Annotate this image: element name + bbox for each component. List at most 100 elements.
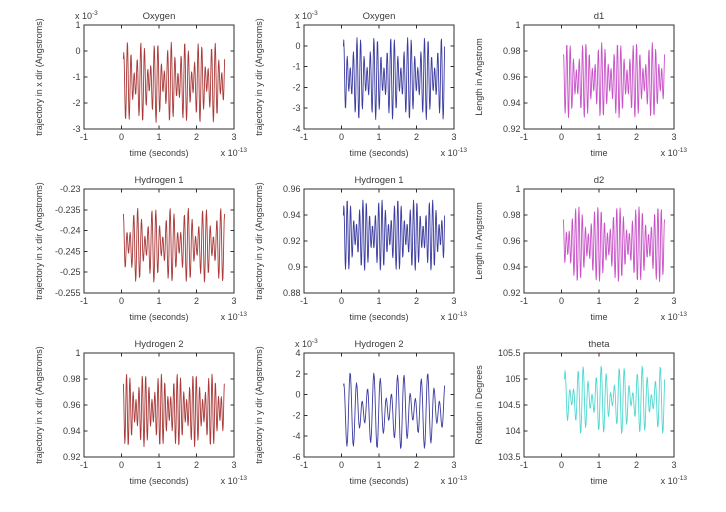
- svg-text:-1: -1: [520, 296, 528, 306]
- svg-text:-0.23: -0.23: [60, 184, 81, 194]
- svg-text:2: 2: [194, 460, 199, 470]
- svg-text:1: 1: [156, 132, 161, 142]
- svg-text:0.92: 0.92: [283, 236, 301, 246]
- svg-text:trajectory in x dir (Angstroms: trajectory in x dir (Angstroms): [34, 18, 44, 136]
- svg-text:-1: -1: [300, 296, 308, 306]
- svg-text:x 10-13: x 10-13: [661, 147, 688, 158]
- subplot-hydrogen2-y: -1 0 1 2 3 4 2 0 -2 -4 -6 Hydrogen 2 time (seconds) x…: [252, 336, 472, 500]
- svg-text:2: 2: [634, 132, 639, 142]
- svg-text:0: 0: [119, 296, 124, 306]
- svg-text:1: 1: [156, 296, 161, 306]
- svg-text:1: 1: [75, 348, 80, 358]
- svg-text:-3: -3: [72, 124, 80, 134]
- svg-text:-1: -1: [72, 72, 80, 82]
- svg-text:3: 3: [671, 460, 676, 470]
- svg-text:x 10-3: x 10-3: [75, 10, 98, 21]
- matlab-figure: -1 0 1 2 3 1 0 -1 -2 -3 Oxygen time (seconds) x 10-1…: [32, 8, 692, 500]
- svg-text:0.98: 0.98: [503, 210, 521, 220]
- hydrogen1-y-chart: -1 0 1 2 3 0.96 0.94 0.92 0.9 0.88 Hydrogen 1 time …: [254, 175, 468, 322]
- oxygen-y-chart: -1 0 1 2 3 1 0 -1 -2 -3 -4 Oxygen time (seconds) x 10…: [254, 10, 468, 158]
- svg-text:2: 2: [295, 369, 300, 379]
- svg-text:-1: -1: [80, 296, 88, 306]
- hydrogen1-x-chart: -1 0 1 2 3 -0.23 -0.235 -0.24 -0.245 -0.25 -0.255 H…: [34, 175, 248, 322]
- svg-text:Length in Angstrom: Length in Angstrom: [474, 38, 484, 116]
- svg-text:x 10-13: x 10-13: [441, 311, 468, 322]
- svg-text:time: time: [590, 148, 607, 158]
- svg-text:-2: -2: [72, 98, 80, 108]
- svg-text:0.98: 0.98: [503, 46, 521, 56]
- svg-text:0: 0: [75, 46, 80, 56]
- svg-text:0.92: 0.92: [63, 452, 81, 462]
- svg-text:Hydrogen 2: Hydrogen 2: [354, 339, 403, 350]
- svg-text:0.96: 0.96: [503, 72, 521, 82]
- svg-text:0: 0: [119, 460, 124, 470]
- svg-text:-0.255: -0.255: [55, 288, 81, 298]
- svg-text:d2: d2: [594, 175, 605, 186]
- svg-text:trajectory in y dir (Angstroms: trajectory in y dir (Angstroms): [254, 18, 264, 136]
- svg-text:0.96: 0.96: [283, 184, 301, 194]
- svg-text:-0.245: -0.245: [55, 246, 81, 256]
- svg-text:-1: -1: [292, 62, 300, 72]
- svg-text:3: 3: [231, 132, 236, 142]
- svg-text:0: 0: [339, 296, 344, 306]
- svg-text:3: 3: [451, 132, 456, 142]
- svg-text:-6: -6: [292, 452, 300, 462]
- svg-text:trajectory in y dir (Angstroms: trajectory in y dir (Angstroms): [254, 182, 264, 300]
- oxygen-x-chart: -1 0 1 2 3 1 0 -1 -2 -3 Oxygen time (seconds) x 10-1…: [34, 10, 247, 158]
- svg-text:-1: -1: [80, 132, 88, 142]
- svg-text:time (seconds): time (seconds): [129, 148, 188, 158]
- svg-text:0: 0: [559, 296, 564, 306]
- svg-text:3: 3: [451, 296, 456, 306]
- svg-text:0.96: 0.96: [63, 400, 81, 410]
- svg-text:0.96: 0.96: [503, 236, 521, 246]
- svg-text:Oxygen: Oxygen: [363, 11, 396, 22]
- svg-text:-1: -1: [520, 460, 528, 470]
- svg-text:Length in Angstrom: Length in Angstrom: [474, 202, 484, 280]
- svg-text:0.94: 0.94: [63, 426, 81, 436]
- svg-text:0: 0: [559, 460, 564, 470]
- svg-text:-0.25: -0.25: [60, 267, 81, 277]
- svg-text:2: 2: [414, 460, 419, 470]
- svg-text:0.94: 0.94: [283, 210, 301, 220]
- svg-text:-1: -1: [300, 460, 308, 470]
- svg-text:1: 1: [376, 132, 381, 142]
- svg-text:time (seconds): time (seconds): [349, 148, 408, 158]
- svg-text:x 10-13: x 10-13: [441, 147, 468, 158]
- svg-text:-1: -1: [300, 132, 308, 142]
- svg-text:0: 0: [119, 132, 124, 142]
- subplot-d1: -1 0 1 2 3 1 0.98 0.96 0.94 0.92 d1 time x 10-13 Leng…: [472, 8, 692, 172]
- svg-text:104.5: 104.5: [498, 400, 521, 410]
- subplot-theta: -1 0 1 2 3 105.5 105 104.5 104 103.5 theta time x 10…: [472, 336, 692, 500]
- svg-text:x 10-13: x 10-13: [221, 311, 248, 322]
- svg-text:trajectory in x dir (Angstroms: trajectory in x dir (Angstroms): [34, 346, 44, 464]
- subplot-hydrogen2-x: -1 0 1 2 3 1 0.98 0.96 0.94 0.92 Hydrogen 2 time (s…: [32, 336, 252, 500]
- svg-text:0.94: 0.94: [503, 98, 521, 108]
- subplot-d2: -1 0 1 2 3 1 0.98 0.96 0.94 0.92 d2 time x 10-13 Leng…: [472, 172, 692, 336]
- svg-text:0.94: 0.94: [503, 262, 521, 272]
- svg-text:0: 0: [339, 132, 344, 142]
- svg-text:0.9: 0.9: [288, 262, 301, 272]
- svg-text:time (seconds): time (seconds): [349, 312, 408, 322]
- svg-text:0: 0: [295, 41, 300, 51]
- svg-text:x 10-13: x 10-13: [441, 475, 468, 486]
- svg-text:2: 2: [414, 132, 419, 142]
- svg-text:x 10-13: x 10-13: [661, 475, 688, 486]
- svg-text:x 10-13: x 10-13: [661, 311, 688, 322]
- svg-text:4: 4: [295, 348, 300, 358]
- svg-text:103.5: 103.5: [498, 452, 521, 462]
- svg-text:-0.24: -0.24: [60, 226, 81, 236]
- svg-text:Hydrogen 1: Hydrogen 1: [134, 175, 183, 186]
- svg-text:104: 104: [505, 426, 520, 436]
- svg-text:3: 3: [231, 460, 236, 470]
- svg-text:2: 2: [634, 296, 639, 306]
- svg-text:trajectory in x dir (Angstroms: trajectory in x dir (Angstroms): [34, 182, 44, 300]
- svg-text:0: 0: [559, 132, 564, 142]
- svg-text:-4: -4: [292, 124, 300, 134]
- svg-text:1: 1: [596, 296, 601, 306]
- d2-chart: -1 0 1 2 3 1 0.98 0.96 0.94 0.92 d2 time x 10-13 Leng…: [474, 175, 688, 322]
- svg-text:Oxygen: Oxygen: [143, 11, 176, 22]
- svg-text:-1: -1: [80, 460, 88, 470]
- svg-text:1: 1: [515, 184, 520, 194]
- svg-text:time (seconds): time (seconds): [349, 476, 408, 486]
- svg-text:2: 2: [194, 132, 199, 142]
